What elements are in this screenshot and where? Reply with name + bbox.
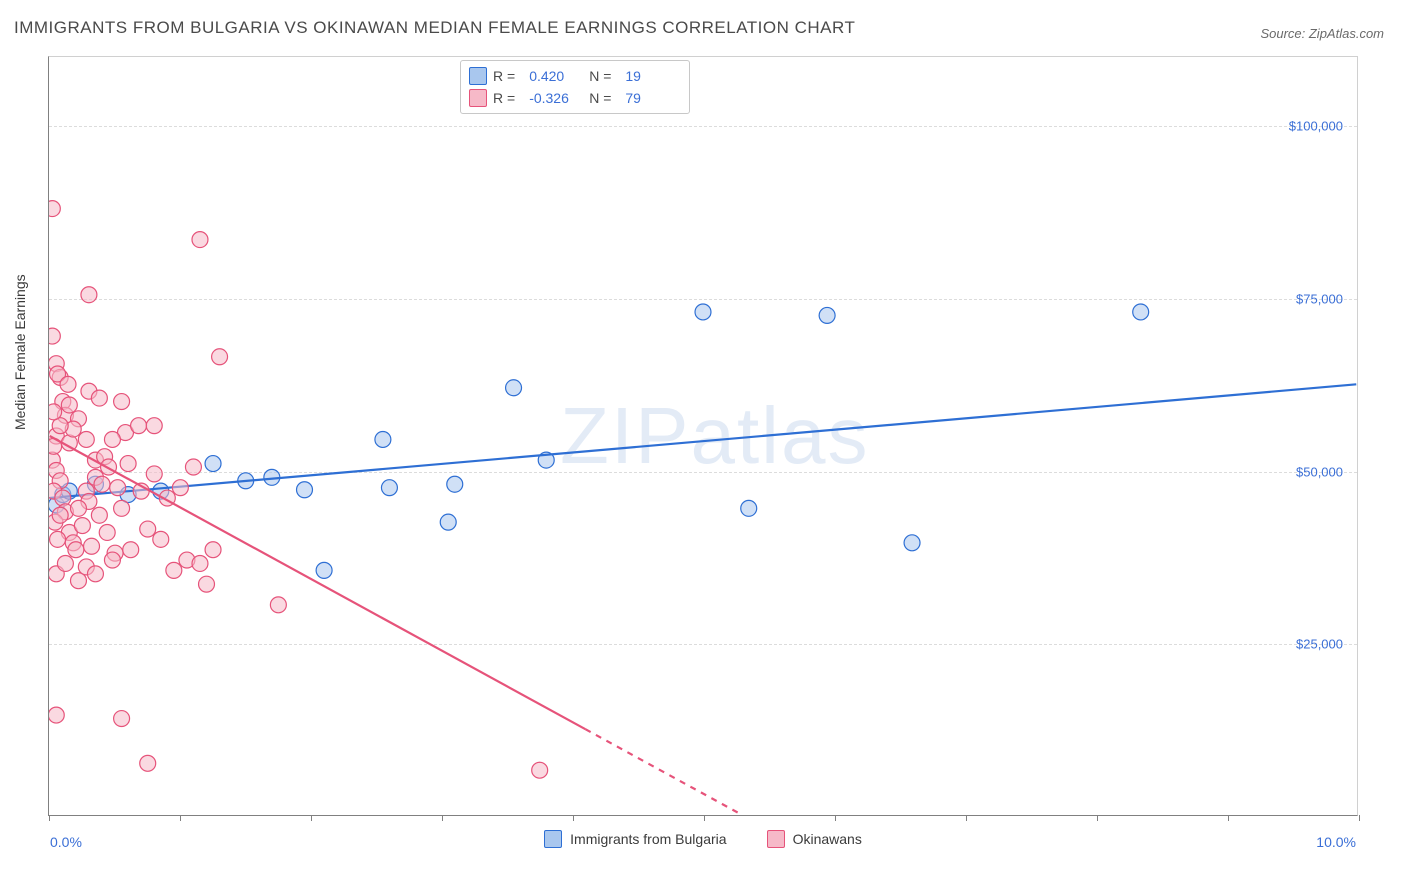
series-legend-label: Okinawans [793,831,862,847]
data-point [49,201,60,217]
data-point [123,542,139,558]
data-point [50,531,66,547]
data-point [185,459,201,475]
source-label: Source: ZipAtlas.com [1260,26,1384,41]
data-point [84,538,100,554]
data-point [131,418,147,434]
data-point [741,500,757,516]
data-point [140,755,156,771]
series-legend: Immigrants from Bulgaria Okinawans [0,830,1406,848]
plot-area: $25,000$50,000$75,000$100,000 [48,56,1358,816]
x-tick [1097,815,1098,821]
legend-swatch [767,830,785,848]
data-point [52,507,68,523]
data-point [91,390,107,406]
x-tick [835,815,836,821]
chart-title: IMMIGRANTS FROM BULGARIA VS OKINAWAN MED… [14,18,855,38]
x-tick [180,815,181,821]
x-tick [704,815,705,821]
legend-n-label: N = [589,90,611,106]
legend-n-value: 79 [625,90,679,106]
legend-n-value: 19 [625,68,679,84]
data-point [87,566,103,582]
legend-swatch [469,89,487,107]
legend-swatch [469,67,487,85]
data-point [110,480,126,496]
legend-r-label: R = [493,68,515,84]
data-point [270,597,286,613]
plot-svg [49,57,1357,815]
legend-n-label: N = [589,68,611,84]
x-tick [966,815,967,821]
data-point [172,480,188,496]
data-point [104,552,120,568]
trend-line [585,729,742,815]
data-point [199,576,215,592]
data-point [166,562,182,578]
data-point [140,521,156,537]
stats-legend-row: R = 0.420 N = 19 [469,65,679,87]
data-point [61,397,77,413]
data-point [68,542,84,558]
data-point [297,482,313,498]
data-point [70,500,86,516]
data-point [192,232,208,248]
trend-line [50,384,1357,498]
data-point [114,394,130,410]
y-axis-label: Median Female Earnings [12,274,28,430]
data-point [99,524,115,540]
data-point [506,380,522,396]
data-point [440,514,456,530]
data-point [78,431,94,447]
data-point [94,476,110,492]
data-point [55,490,71,506]
data-point [316,562,332,578]
data-point [74,518,90,534]
series-legend-item: Okinawans [767,830,862,848]
data-point [447,476,463,492]
data-point [114,500,130,516]
data-point [49,404,62,420]
data-point [153,531,169,547]
x-tick [1228,815,1229,821]
x-tick [49,815,50,821]
data-point [375,431,391,447]
data-point [192,556,208,572]
data-point [212,349,228,365]
trend-line [50,436,586,729]
legend-r-label: R = [493,90,515,106]
data-point [532,762,548,778]
data-point [49,328,60,344]
data-point [49,707,64,723]
data-point [205,542,221,558]
data-point [104,431,120,447]
data-point [819,307,835,323]
data-point [57,556,73,572]
data-point [114,711,130,727]
data-point [205,456,221,472]
series-legend-item: Immigrants from Bulgaria [544,830,726,848]
x-tick [442,815,443,821]
series-legend-label: Immigrants from Bulgaria [570,831,726,847]
data-point [904,535,920,551]
stats-legend: R = 0.420 N = 19 R = -0.326 N = 79 [460,60,690,114]
data-point [146,466,162,482]
x-tick [573,815,574,821]
x-tick [1359,815,1360,821]
stats-legend-row: R = -0.326 N = 79 [469,87,679,109]
data-point [120,456,136,472]
x-tick [311,815,312,821]
legend-r-value: -0.326 [529,90,583,106]
data-point [695,304,711,320]
legend-r-value: 0.420 [529,68,583,84]
data-point [381,480,397,496]
data-point [1133,304,1149,320]
data-point [60,376,76,392]
legend-swatch [544,830,562,848]
data-point [146,418,162,434]
data-point [91,507,107,523]
data-point [81,287,97,303]
